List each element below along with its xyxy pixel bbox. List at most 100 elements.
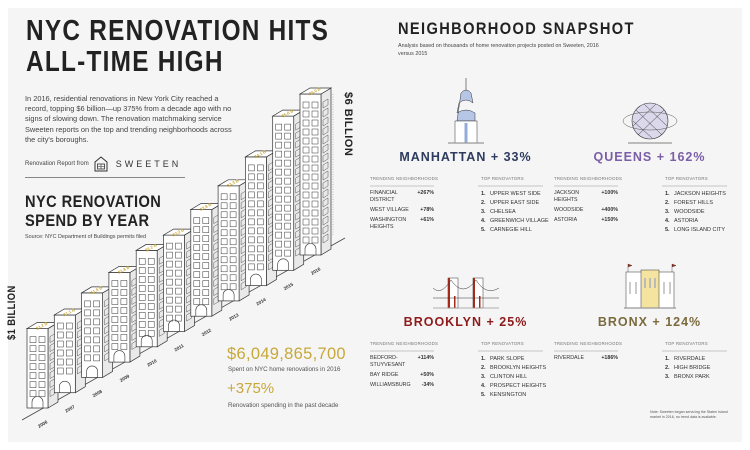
top-renovator-item: 3. BRONX PARK [665,374,710,380]
value-label: $2.8 B [199,202,212,212]
window [175,251,182,259]
window [120,307,128,314]
window [257,263,264,271]
trending-row: WEST VILLAGE +78% [370,207,434,214]
window [220,265,228,273]
window [649,278,651,288]
window [147,303,155,310]
rank: 2. [481,200,486,206]
window [29,390,37,397]
tower-accent [448,278,450,308]
rank: 4. [481,218,486,224]
window [284,240,291,248]
trending-header: TRENDING NEIGHBORHOODS [370,176,439,181]
neighborhood-name: FINANCIAL DISTRICT [370,190,398,203]
window [84,300,91,308]
rank: 1. [481,356,486,362]
neighborhood-name: ASTORIA [554,217,578,223]
window [284,231,291,239]
window [138,303,146,310]
window [147,267,155,274]
top-renovator-item: 3. WOODSIDE [665,209,705,215]
top-renovator-item: 1. JACKSON HEIGHTS [665,191,726,197]
renovator-name: JACKSON HEIGHTS [674,191,726,197]
window [311,110,319,118]
window [302,155,310,163]
window [257,254,264,262]
window [111,280,119,287]
rank: 2. [665,365,670,371]
header-rule [662,350,727,352]
title-line-2: ALL-TIME HIGH [26,46,224,78]
window [248,200,255,208]
top-renovators-header: TOP RENOVATORS [665,341,708,346]
window [111,334,119,341]
side-window [322,107,329,118]
neighborhood-change: -34% [421,382,434,388]
window [284,123,291,131]
side-window [322,224,329,235]
window [57,331,64,339]
window [38,336,46,343]
value-label: $6.0 B [308,86,321,96]
renovator-name: RIVERDALE [674,356,706,362]
borough-title: BRONX + 124% [597,315,702,329]
neighborhood-change: +186% [601,355,618,361]
window [38,363,46,370]
rank: 3. [665,374,670,380]
window [38,345,46,352]
building-bar-2007: $1.1 B [53,307,87,394]
window [120,316,128,323]
window [311,218,319,226]
window [644,278,646,288]
window [302,209,310,217]
window [229,283,237,291]
window [202,262,210,269]
trending-row: BAY RIDGE +50% [370,372,434,379]
window [257,164,264,172]
window [202,289,210,296]
arch-door [59,380,71,393]
window [84,336,91,344]
renovator-name: UPPER EAST SIDE [490,200,540,206]
window [220,229,228,237]
window [275,195,282,203]
window [275,204,282,212]
window [257,227,264,235]
side-window [322,143,329,154]
window [193,253,201,260]
window [229,247,237,255]
window [93,354,100,362]
orbit [622,111,678,131]
side-window [322,197,329,208]
window [284,141,291,149]
top-renovator-item: 3. CHELSEA [481,209,516,215]
side-window [322,134,329,145]
window [138,258,146,265]
window [275,249,282,257]
value-label: $5.6 B [281,108,294,118]
window [629,282,631,294]
trending-row: BEDFORD-STUYVESANT +114% [370,355,434,369]
window [147,312,155,319]
year-label: 2008 [92,389,104,399]
window [193,289,201,296]
window [84,309,91,317]
trending-row: FINANCIAL DISTRICT +267% [370,190,434,204]
window [175,305,182,313]
window [175,242,182,250]
rank: 2. [665,200,670,206]
side-window [158,327,165,337]
window [220,211,228,219]
window [229,220,237,228]
window [193,235,201,242]
neighborhood-name: BAY RIDGE [370,372,399,378]
tower-accent [473,278,475,308]
side-window [322,215,329,226]
window [120,280,128,287]
window [284,222,291,230]
renovator-name: PROSPECT HEIGHTS [490,383,547,389]
value-label: $1.2 B [35,321,48,331]
tower-accent [454,296,456,308]
crown [456,89,476,122]
